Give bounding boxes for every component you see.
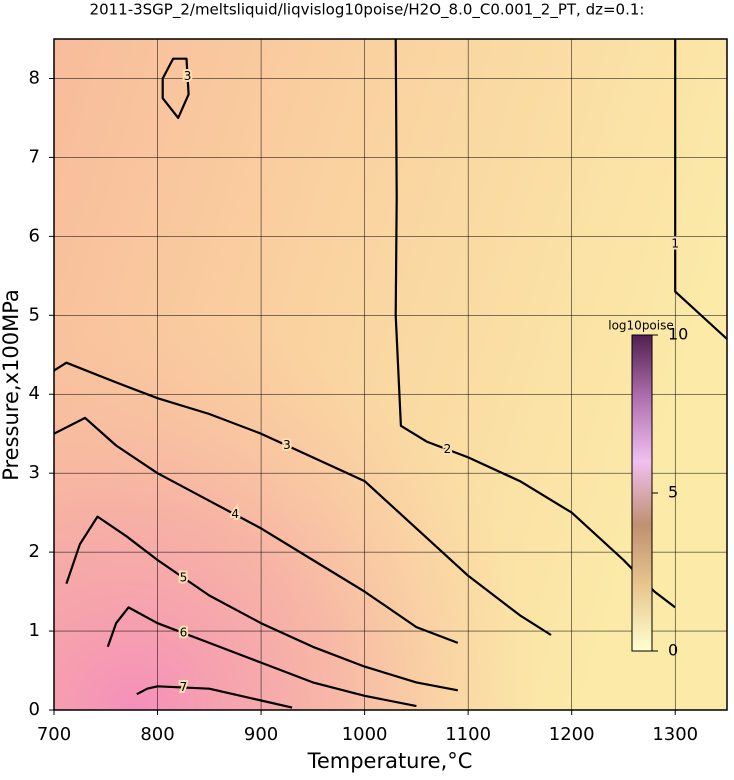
contour-label: 2 — [444, 442, 452, 456]
y-tick-label: 8 — [29, 67, 40, 88]
contour-line — [674, 39, 728, 340]
y-tick-label: 4 — [29, 383, 40, 404]
y-tick-label: 3 — [29, 462, 40, 483]
y-tick-label: 7 — [29, 146, 40, 167]
contour-label: 4 — [231, 507, 239, 521]
contour-label: 1 — [671, 237, 679, 251]
y-tick-label: 5 — [29, 304, 40, 325]
y-tick-label: 0 — [29, 699, 40, 720]
contour-line — [136, 685, 293, 709]
contour-line — [53, 361, 552, 636]
x-tick-label: 1000 — [342, 724, 388, 745]
y-tick-label: 2 — [29, 541, 40, 562]
contour-label: 6 — [180, 626, 188, 640]
x-axis-label: Temperature,°C — [307, 749, 473, 773]
contour-label: 3 — [283, 438, 291, 452]
contour-line — [53, 416, 459, 644]
x-tick-label: 1200 — [549, 724, 595, 745]
x-tick-label: 1100 — [445, 724, 491, 745]
contour-label: 7 — [180, 680, 188, 694]
plot-shade — [54, 39, 727, 710]
y-tick-label: 6 — [29, 225, 40, 246]
colorbar-tick-label: 5 — [668, 483, 678, 502]
x-tick-label: 800 — [140, 724, 174, 745]
colorbar-tick-label: 0 — [668, 641, 678, 660]
x-tick-label: 900 — [244, 724, 278, 745]
colorbar-tick-label: 10 — [668, 325, 688, 344]
contour-line — [65, 515, 459, 692]
plot-frame — [53, 38, 728, 711]
chart-title: 2011-3SGP_2/meltsliquid/liqvislog10poise… — [90, 1, 645, 20]
y-tick-label: 1 — [29, 620, 40, 641]
contour-line — [106, 606, 417, 708]
y-axis-label: Pressure,x100MPa — [0, 289, 23, 481]
contour-line — [161, 57, 190, 119]
contour-label: 5 — [180, 570, 188, 584]
colorbar — [631, 334, 653, 652]
x-tick-label: 700 — [37, 724, 71, 745]
contour-label: 3 — [184, 69, 192, 83]
colorbar-title: log10poise — [608, 319, 674, 333]
x-tick-label: 1300 — [652, 724, 698, 745]
